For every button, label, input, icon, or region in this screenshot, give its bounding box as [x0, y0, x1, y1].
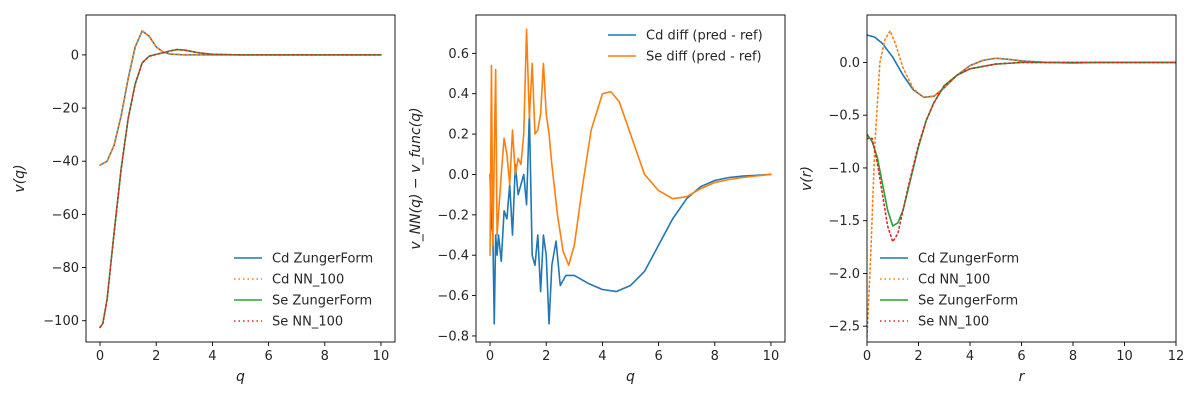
- x-tick-label: 10: [373, 349, 390, 364]
- y-tick-label: 0: [71, 48, 79, 63]
- series-line-se-zungerform: [867, 61, 1176, 227]
- x-tick-label: 10: [763, 349, 780, 364]
- y-tick-label: 0.6: [448, 47, 469, 62]
- x-tick-label: 6: [1017, 349, 1025, 364]
- y-tick-label: 0.0: [839, 56, 860, 71]
- x-axis-label: q: [626, 369, 635, 385]
- x-tick-label: 6: [264, 349, 272, 364]
- legend-label: Cd ZungerForm: [272, 252, 373, 267]
- legend-label: Se NN_100: [918, 315, 989, 330]
- x-tick-label: 0: [863, 349, 871, 364]
- y-tick-label: −20: [52, 102, 79, 117]
- x-tick-label: 10: [1116, 349, 1133, 364]
- y-tick-label: 0.4: [448, 87, 469, 102]
- y-tick-label: −0.8: [437, 329, 469, 344]
- y-tick-label: −100: [43, 314, 79, 329]
- x-tick-label: 2: [542, 349, 550, 364]
- y-axis-label: v_NN(q) − v_func(q): [408, 107, 424, 249]
- y-tick-label: −0.4: [437, 249, 469, 264]
- x-axis-label: q: [236, 369, 245, 385]
- series-line-se-nn-100: [867, 61, 1176, 243]
- series-line-cd-diff-pred-ref-: [489, 113, 772, 325]
- y-tick-label: −2.0: [828, 267, 860, 282]
- series-line-se-diff-pred-ref-: [489, 28, 772, 267]
- y-tick-label: −40: [52, 155, 79, 170]
- x-tick-label: 0: [486, 349, 494, 364]
- legend: Cd ZungerForm Cd NN_100 Se ZungerForm Se NN…: [234, 252, 373, 330]
- x-tick-label: 8: [321, 349, 329, 364]
- y-tick-label: −2.5: [828, 320, 860, 335]
- y-tick-label: −60: [52, 208, 79, 223]
- legend-label: Se ZungerForm: [918, 294, 1018, 309]
- series-line-se-nn-100: [99, 48, 382, 329]
- legend-label: Se NN_100: [272, 315, 343, 330]
- x-tick-label: 12: [1168, 349, 1185, 364]
- chart-middle-diff: 0 2 4 6 8 10 −0.8 −0.6 −0.4 −0.2 0.0 0.2 0.4 0.6 q v_NN…: [408, 14, 786, 385]
- y-axis-label: v(r): [799, 166, 815, 191]
- x-tick-label: 2: [914, 349, 922, 364]
- series-group: [489, 28, 772, 325]
- x-tick-label: 4: [208, 349, 216, 364]
- x-tick-label: 4: [598, 349, 606, 364]
- axes-frame: [866, 14, 1177, 343]
- series-group: [99, 30, 382, 329]
- y-axis-label: v(q): [12, 164, 28, 192]
- chart-right-vr: 0 2 4 6 8 10 12 −2.5 −2.0 −1.5 −1.0 −0.5 0.0 r v(r) Cd …: [799, 14, 1185, 385]
- x-tick-label: 8: [1069, 349, 1077, 364]
- y-tick-label: −0.2: [437, 208, 469, 223]
- x-tick-label: 4: [966, 349, 974, 364]
- legend: Cd diff (pred - ref) Se diff (pred - ref): [608, 29, 763, 65]
- y-tick-label: −1.5: [828, 214, 860, 229]
- legend-label: Cd ZungerForm: [918, 252, 1019, 267]
- legend: Cd ZungerForm Cd NN_100 Se ZungerForm Se NN…: [880, 252, 1019, 330]
- y-tick-label: −0.6: [437, 289, 469, 304]
- legend-label: Cd NN_100: [272, 273, 344, 288]
- series-line-cd-nn-100: [99, 30, 382, 167]
- x-tick-label: 6: [654, 349, 662, 364]
- x-axis-label: r: [1019, 369, 1026, 385]
- legend-label: Se diff (pred - ref): [646, 50, 762, 65]
- series-line-cd-nn-100: [867, 30, 1176, 338]
- y-tick-label: 0.2: [448, 128, 469, 143]
- series-group: [867, 30, 1176, 338]
- x-tick-label: 0: [96, 349, 104, 364]
- y-tick-label: −0.5: [828, 109, 860, 124]
- chart-left-vq: 0 2 4 6 8 10 −100 −80 −60 −40 −20 0 q v(q) Cd ZungerFo…: [12, 14, 396, 385]
- legend-label: Cd diff (pred - ref): [646, 29, 763, 44]
- axes-frame: [85, 14, 396, 343]
- legend-label: Cd NN_100: [918, 273, 990, 288]
- x-tick-label: 8: [711, 349, 719, 364]
- x-tick-label: 2: [152, 349, 160, 364]
- series-line-cd-zungerform: [99, 30, 382, 167]
- y-tick-label: −80: [52, 261, 79, 276]
- y-tick-label: 0.0: [448, 168, 469, 183]
- legend-label: Se ZungerForm: [272, 294, 372, 309]
- y-tick-label: −1.0: [828, 161, 860, 176]
- axes-frame: [475, 14, 786, 343]
